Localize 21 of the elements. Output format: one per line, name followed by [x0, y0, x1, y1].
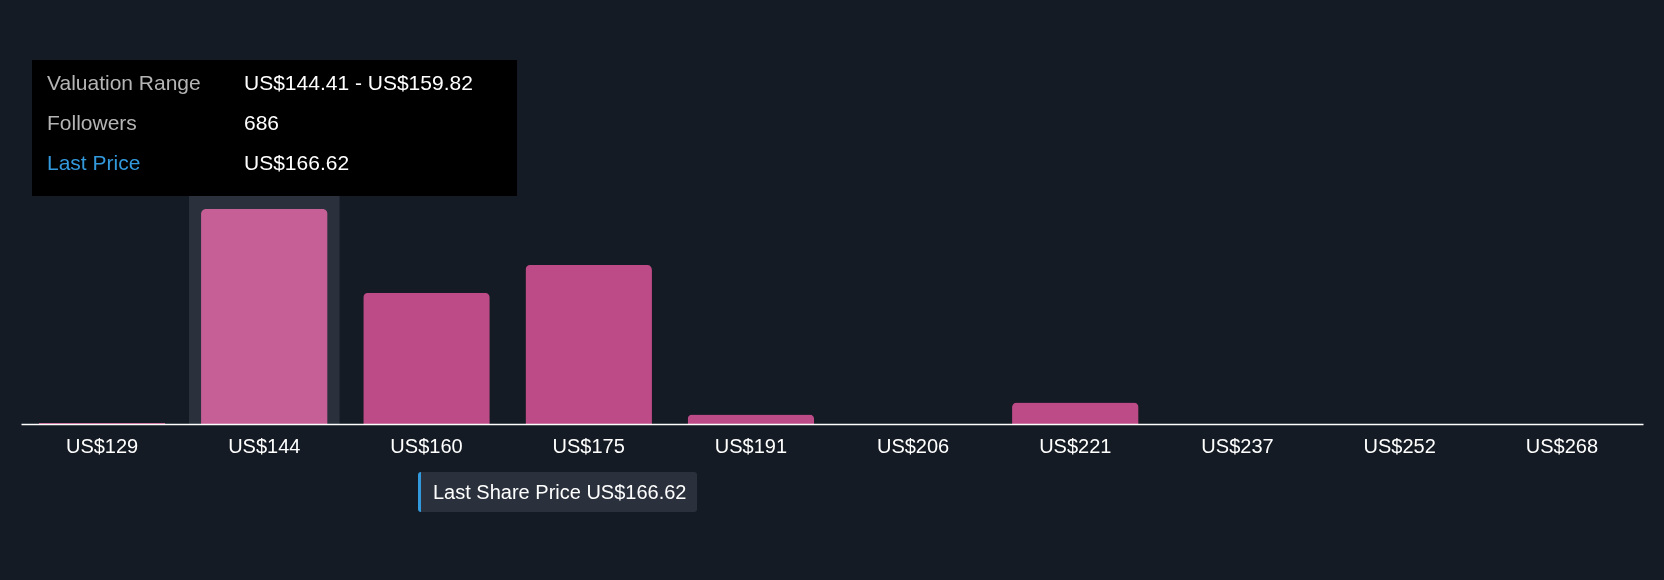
- bar: [1012, 402, 1139, 424]
- text: Valuation Range: [47, 71, 201, 94]
- x-tick-label: US$221: [1039, 434, 1112, 457]
- x-tick-label: US$191: [714, 434, 788, 457]
- text: Last Price: [47, 151, 141, 174]
- text: US$144.41 - US$159.82: [244, 71, 473, 94]
- text: Last Share Price US$166.62: [418, 472, 697, 512]
- x-tick-label: US$129: [65, 434, 139, 457]
- x-tick-label: US$144: [228, 434, 301, 457]
- bar: [363, 292, 490, 424]
- x-tick-label: US$206: [876, 434, 950, 457]
- x-tick-label: US$160: [390, 434, 463, 457]
- text: Followers: [47, 111, 137, 134]
- x-tick-label: US$268: [1525, 434, 1599, 457]
- x-tick-label: US$175: [552, 434, 625, 457]
- x-tick-label: US$252: [1363, 434, 1436, 457]
- text: 686: [244, 111, 280, 134]
- text: US$166.62: [244, 151, 350, 174]
- x-tick-label: US$237: [1201, 434, 1274, 457]
- bar: [687, 414, 815, 424]
- bar: [525, 264, 652, 424]
